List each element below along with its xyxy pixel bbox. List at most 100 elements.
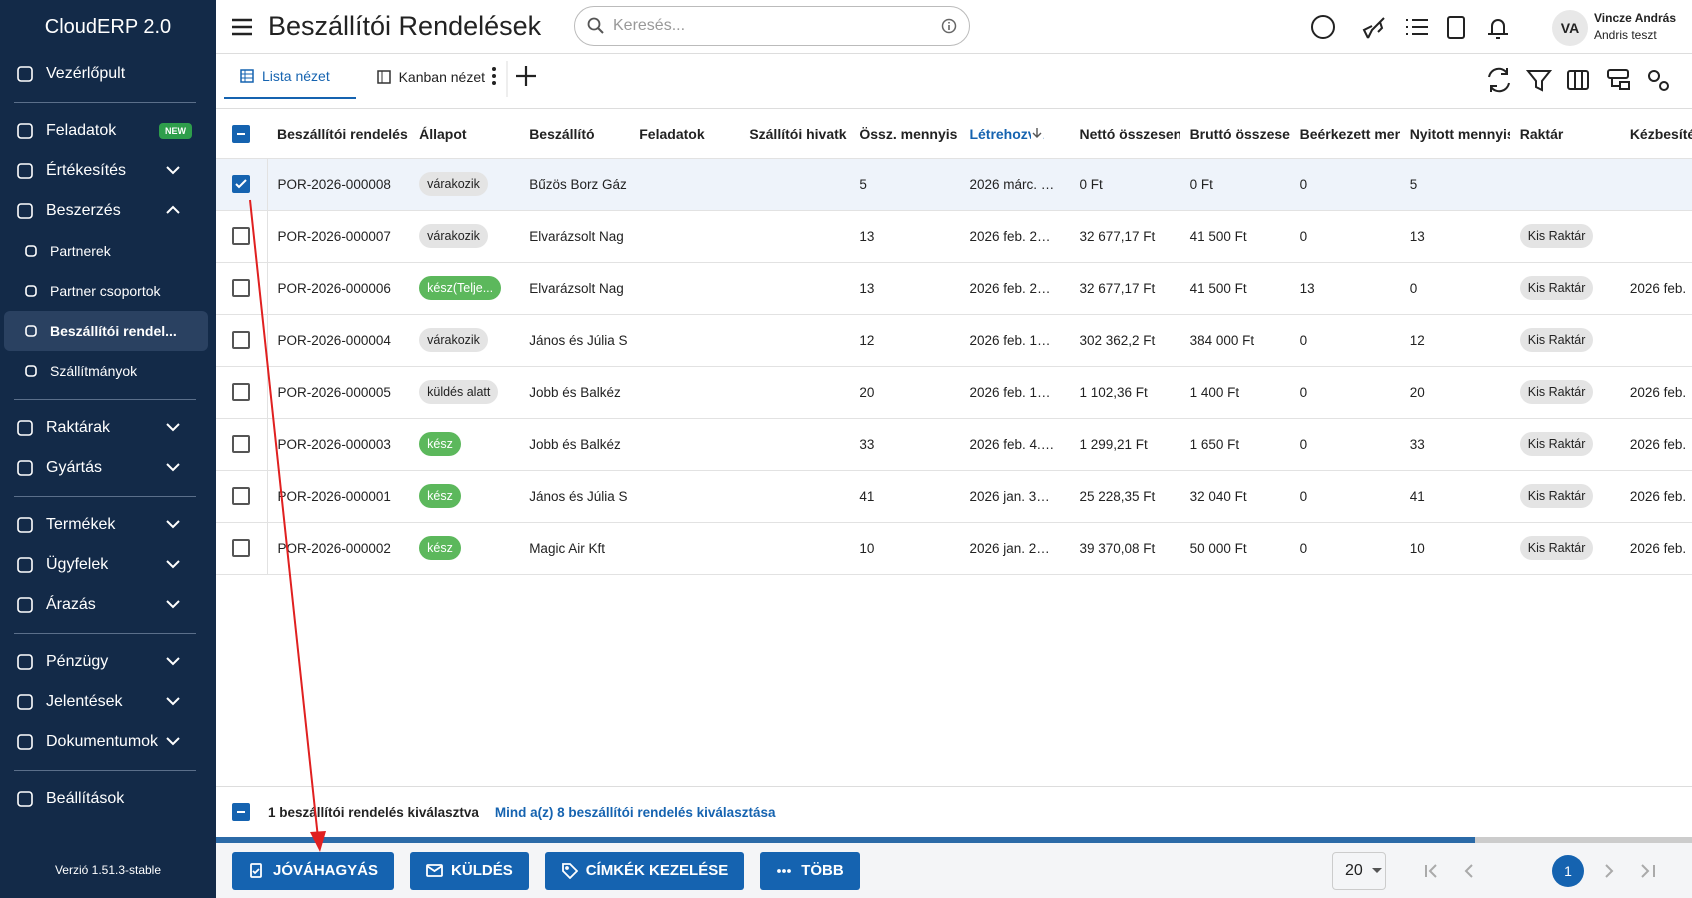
cell-text: 5 (859, 176, 867, 192)
select-all-checkbox[interactable] (232, 803, 250, 821)
row[interactable]: POR-2026-000006 kész(Telje... Elvarázsolt … (216, 262, 1692, 315)
row[interactable]: POR-2026-000005 küldés alatt Jobb és Balké… (216, 366, 1692, 419)
row[interactable]: POR-2026-000007 várakozik Elvarázsolt Nag 1… (216, 210, 1692, 263)
column-header[interactable]: Beszállító (519, 110, 630, 159)
checkbox-cell (216, 158, 268, 211)
row[interactable]: POR-2026-000008 várakozik Bűzös Borz Gáz 5 2… (216, 158, 1692, 211)
cell: Kis Raktár (1509, 262, 1620, 315)
select-all-link[interactable]: Mind a(z) 8 beszállítói rendelés kiválas… (494, 804, 776, 820)
column-header[interactable]: Össz. mennyis (849, 110, 960, 159)
chip: Kis Raktár (1519, 432, 1594, 456)
toolbar-icons[interactable] (1308, 12, 1568, 42)
cell-text: 50 000 Ft (1189, 540, 1247, 556)
cell: POR-2026-000004 (267, 314, 410, 367)
action-button[interactable]: TÖBB (760, 851, 860, 890)
column-header[interactable]: Beérkezett mennyiség (1289, 110, 1400, 159)
cell: 39 370,08 Ft (1069, 522, 1180, 575)
row-checkbox[interactable] (232, 279, 250, 297)
cell: Elvarázsolt Nag (519, 262, 630, 315)
tab-icon (377, 70, 391, 84)
column-header[interactable]: Szállítói hivatk (739, 110, 850, 159)
menu-item[interactable]: Ügyfelek (0, 545, 208, 585)
row-checkbox[interactable] (232, 331, 250, 349)
menu-item[interactable]: Beállítások (0, 779, 208, 819)
header-checkbox[interactable] (232, 124, 250, 143)
column-header[interactable]: Bruttó összese (1179, 110, 1290, 159)
column-header[interactable]: Feladatok (629, 110, 740, 159)
cell-text: 2026 márc. … (969, 176, 1055, 192)
checkbox-cell (216, 470, 268, 523)
menu-icon (17, 557, 33, 573)
menu-item[interactable]: Feladatok NEW (0, 111, 208, 151)
cell (629, 314, 740, 367)
cell: Kis Raktár (1509, 366, 1620, 419)
row-checkbox[interactable] (232, 175, 250, 193)
submenu-item[interactable]: Beszállítói rendel... (4, 311, 208, 351)
page-nav[interactable] (1424, 863, 1534, 879)
menu-label: Raktárak (46, 419, 111, 436)
menu-item[interactable]: Vezérlőpult (0, 54, 208, 94)
menu-item[interactable]: Értékesítés (0, 151, 208, 191)
action-button[interactable]: KÜLDÉS (410, 851, 529, 890)
row[interactable]: POR-2026-000004 várakozik János és Júlia S… (216, 314, 1692, 367)
cell (629, 470, 740, 523)
column-header[interactable]: Kézbesítés (1619, 110, 1692, 159)
selection-bar: 1 beszállítói rendelés kiválasztva Mind … (216, 786, 1692, 837)
chevron (166, 166, 180, 175)
cell (739, 314, 850, 367)
action-button[interactable]: JÓVÁHAGYÁS (232, 851, 395, 890)
menu-toggle[interactable] (230, 17, 254, 37)
cell: Magic Air Kft (519, 522, 630, 575)
menu-item[interactable]: Árazás (0, 585, 208, 625)
column-header[interactable]: Raktár (1509, 110, 1620, 159)
row-checkbox[interactable] (232, 227, 250, 245)
column-header[interactable]: Állapot (409, 110, 520, 159)
cell: 13 (1399, 210, 1510, 263)
menu-item[interactable]: Raktárak (0, 408, 208, 448)
submenu-item[interactable]: Partner csoportok (0, 271, 208, 311)
page-number[interactable]: 1 (1552, 854, 1584, 887)
column-header[interactable]: Létrehozva (959, 110, 1070, 159)
row[interactable]: POR-2026-000003 kész Jobb és Balkéz 33 2026 … (216, 418, 1692, 471)
menu-item[interactable]: Dokumentumok (0, 722, 208, 762)
menu-item[interactable]: Beszerzés (0, 191, 208, 231)
cell-text: 0 (1299, 384, 1308, 400)
menu-item[interactable]: Pénzügy (0, 642, 208, 682)
row-checkbox[interactable] (232, 539, 250, 557)
view-tools[interactable] (1484, 65, 1674, 95)
submenu-item[interactable]: Partnerek (0, 231, 208, 271)
info-icon[interactable] (941, 18, 957, 34)
row-checkbox[interactable] (232, 487, 250, 505)
status-chip: várakozik (419, 224, 488, 248)
avatar[interactable]: VA (1552, 10, 1588, 46)
menu-item[interactable]: Termékek (0, 505, 208, 545)
menu-item[interactable]: Gyártás (0, 448, 208, 488)
column-header[interactable]: Nyitott mennyiség (1399, 110, 1510, 159)
tab-actions[interactable] (486, 57, 546, 97)
cell (1619, 210, 1692, 263)
row[interactable]: POR-2026-000002 kész Magic Air Kft 10 2026 j… (216, 522, 1692, 575)
column-header[interactable]: Nettó összesen (1069, 110, 1180, 159)
cell: várakozik (409, 158, 520, 211)
row[interactable]: POR-2026-000001 kész János és Júlia S 41 202… (216, 470, 1692, 523)
cell: 1 400 Ft (1179, 366, 1290, 419)
page-size[interactable]: 20 (1332, 851, 1386, 890)
row-checkbox[interactable] (232, 435, 250, 453)
divider (14, 102, 196, 103)
action-button[interactable]: CÍMKÉK KEZELÉSE (544, 851, 745, 890)
column-header[interactable]: Beszállítói rendelés (267, 110, 410, 159)
menu-label: Termékek (46, 516, 116, 533)
cell (739, 262, 850, 315)
tab[interactable]: Lista nézet (224, 55, 356, 99)
row-checkbox[interactable] (232, 383, 250, 401)
page-nav[interactable] (1602, 863, 1672, 879)
search-box[interactable]: Keresés... (574, 6, 970, 46)
cell-text: 2026 feb. 4.… (969, 436, 1055, 452)
cell: János és Júlia S (519, 470, 630, 523)
button-icon (777, 869, 792, 873)
tab[interactable]: Kanban nézet (371, 55, 485, 99)
menu-label: Értékesítés (46, 162, 127, 179)
scrollbar-thumb[interactable] (216, 837, 1475, 843)
submenu-item[interactable]: Szállítmányok (0, 351, 208, 391)
menu-item[interactable]: Jelentések (0, 682, 208, 722)
